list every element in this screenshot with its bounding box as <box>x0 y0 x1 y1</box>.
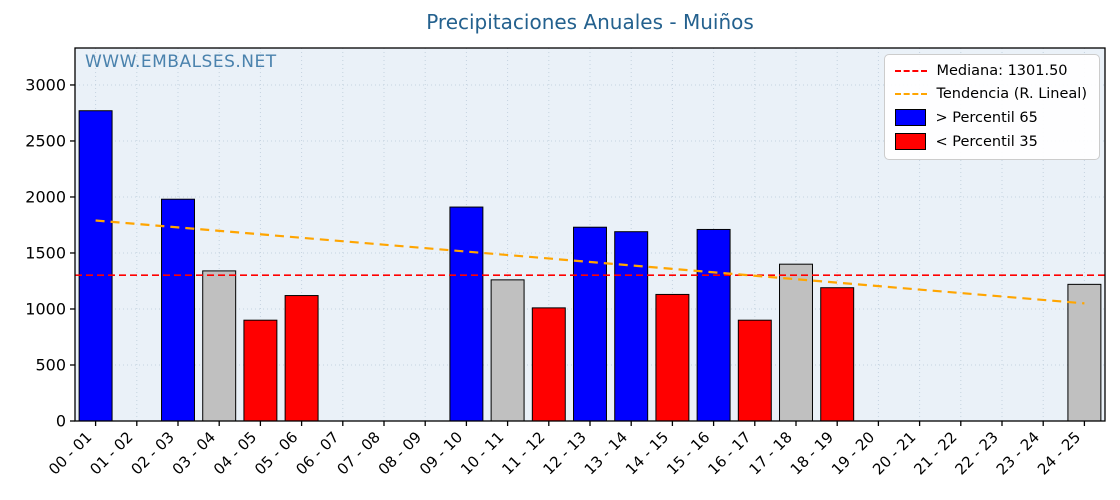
bar-09-10 <box>449 206 484 422</box>
legend-label-median: Mediana: 1301.50 <box>936 63 1068 79</box>
bar-11-12 <box>531 307 566 422</box>
high-percentile-swatch <box>895 109 927 126</box>
svg-text:23 - 24: 23 - 24 <box>993 428 1043 478</box>
svg-text:1000: 1000 <box>25 299 66 318</box>
svg-text:06 - 07: 06 - 07 <box>292 428 342 478</box>
chart-title: Precipitaciones Anuales - Muiños <box>426 10 754 34</box>
bar-10-11 <box>490 279 525 422</box>
svg-text:2500: 2500 <box>25 131 66 150</box>
legend: Mediana: 1301.50 Tendencia (R. Lineal) >… <box>884 54 1100 160</box>
legend-item-median: Mediana: 1301.50 <box>895 63 1087 79</box>
bar-00-01 <box>78 110 113 422</box>
svg-text:08 - 09: 08 - 09 <box>375 428 425 478</box>
svg-text:07 - 08: 07 - 08 <box>334 428 384 478</box>
svg-text:12 - 13: 12 - 13 <box>540 428 590 478</box>
bar-17-18 <box>779 263 813 422</box>
svg-text:13 - 14: 13 - 14 <box>581 428 631 478</box>
bar-05-06 <box>284 295 319 422</box>
svg-text:09 - 10: 09 - 10 <box>416 428 466 478</box>
bar-18-19 <box>820 287 855 422</box>
svg-text:04 - 05: 04 - 05 <box>210 428 260 478</box>
bar-24-25 <box>1067 283 1102 422</box>
bar-12-13 <box>573 226 607 422</box>
legend-label-low: < Percentil 35 <box>935 133 1038 150</box>
svg-text:17 - 18: 17 - 18 <box>746 428 796 478</box>
svg-text:3000: 3000 <box>25 75 66 94</box>
legend-item-low: < Percentil 35 <box>895 133 1087 150</box>
svg-text:19 - 20: 19 - 20 <box>828 428 878 478</box>
svg-text:18 - 19: 18 - 19 <box>787 428 837 478</box>
svg-text:2000: 2000 <box>25 187 66 206</box>
bar-03-04 <box>202 270 237 422</box>
legend-label-high: > Percentil 65 <box>935 109 1038 126</box>
svg-text:20 - 21: 20 - 21 <box>869 428 919 478</box>
bar-02-03 <box>161 198 195 422</box>
svg-text:03 - 04: 03 - 04 <box>169 428 219 478</box>
bar-13-14 <box>614 231 649 422</box>
low-percentile-swatch <box>895 133 927 150</box>
bar-15-16 <box>696 228 731 422</box>
legend-label-trend: Tendencia (R. Lineal) <box>936 86 1087 102</box>
svg-text:16 - 17: 16 - 17 <box>704 428 754 478</box>
svg-text:500: 500 <box>35 355 66 374</box>
bar-04-05 <box>243 319 278 422</box>
trend-line-sample <box>895 93 928 95</box>
svg-text:05 - 06: 05 - 06 <box>251 428 301 478</box>
watermark: WWW.EMBALSES.NET <box>85 52 277 72</box>
svg-text:14 - 15: 14 - 15 <box>622 428 672 478</box>
svg-text:10 - 11: 10 - 11 <box>457 428 507 478</box>
svg-text:22 - 23: 22 - 23 <box>952 428 1002 478</box>
trend-line <box>95 219 1085 305</box>
median-line-sample <box>895 70 928 72</box>
bar-16-17 <box>737 319 772 422</box>
svg-text:01 - 02: 01 - 02 <box>86 428 136 478</box>
svg-text:00 - 01: 00 - 01 <box>45 428 95 478</box>
svg-text:15 - 16: 15 - 16 <box>663 428 713 478</box>
svg-text:21 - 22: 21 - 22 <box>910 428 960 478</box>
svg-text:24 - 25: 24 - 25 <box>1034 428 1084 478</box>
bar-14-15 <box>655 293 690 422</box>
legend-item-high: > Percentil 65 <box>895 109 1087 126</box>
svg-text:02 - 03: 02 - 03 <box>128 428 178 478</box>
svg-text:1500: 1500 <box>25 243 66 262</box>
legend-item-trend: Tendencia (R. Lineal) <box>895 86 1087 102</box>
svg-text:0: 0 <box>56 412 66 431</box>
svg-text:11 - 12: 11 - 12 <box>498 428 548 478</box>
